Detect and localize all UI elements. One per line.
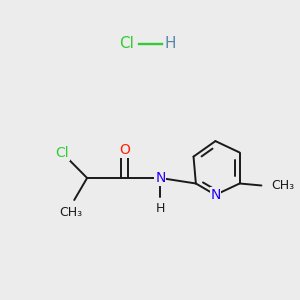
Text: Cl: Cl [119,37,134,52]
Text: CH₃: CH₃ [60,206,83,218]
Text: H: H [156,202,165,215]
Text: Cl: Cl [56,146,69,160]
Text: H: H [164,37,176,52]
Text: O: O [119,143,130,157]
Text: N: N [155,171,166,185]
Text: N: N [210,188,220,202]
Text: CH₃: CH₃ [271,179,294,192]
